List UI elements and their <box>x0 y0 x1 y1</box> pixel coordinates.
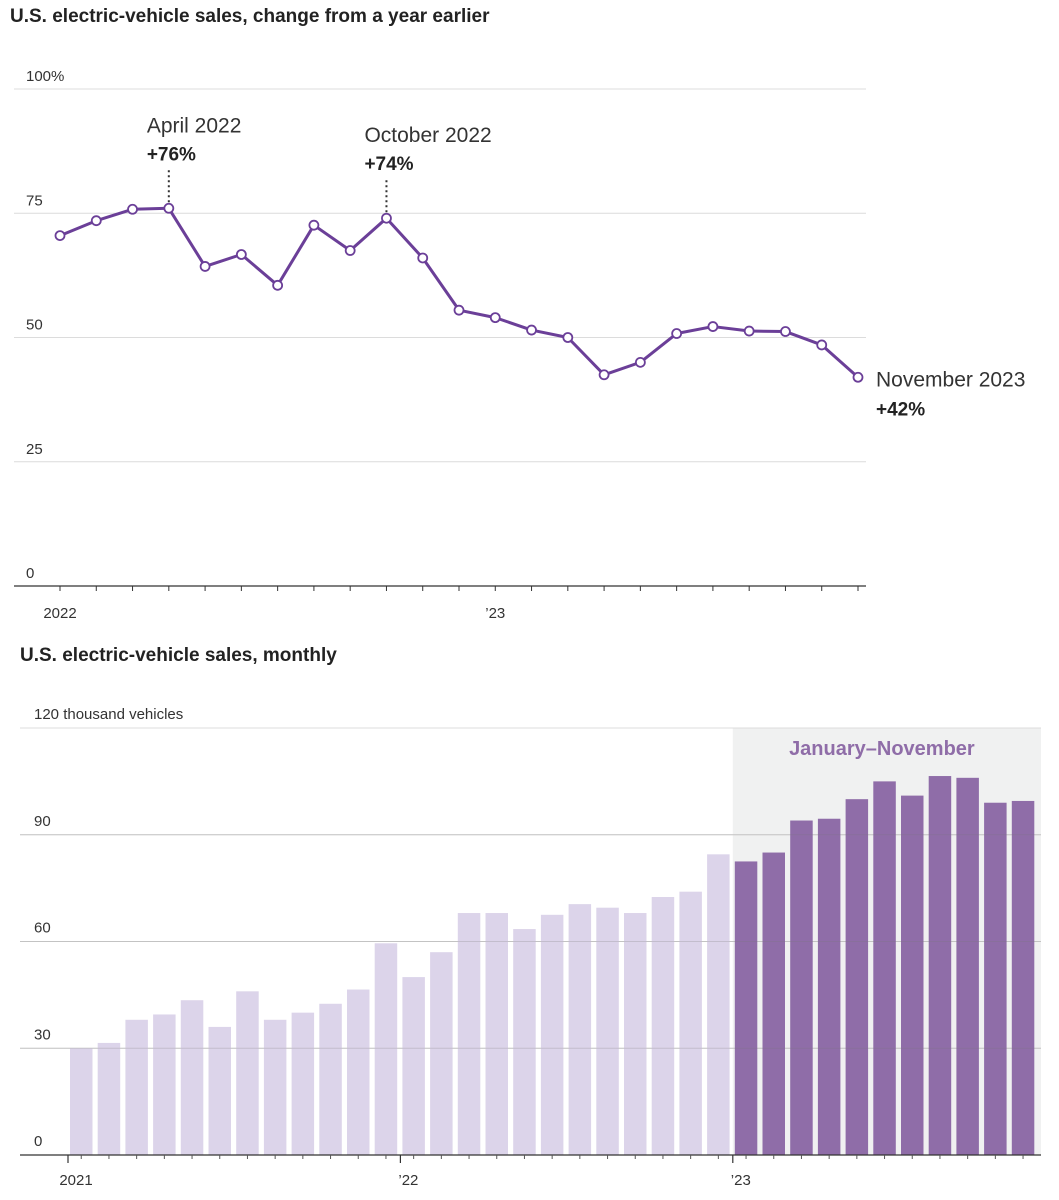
bar <box>956 777 979 1155</box>
data-point <box>634 356 646 368</box>
bar <box>70 1048 93 1155</box>
data-point <box>489 312 501 324</box>
y-tick-label: 75 <box>26 192 43 209</box>
annotation-value: +74% <box>364 154 413 175</box>
bar <box>762 852 785 1155</box>
bar <box>430 952 453 1155</box>
bar <box>624 913 647 1155</box>
data-point <box>344 245 356 256</box>
x-tick-label: ’22 <box>398 1172 418 1189</box>
data-point <box>272 279 284 291</box>
bar <box>457 913 481 1155</box>
x-tick-label: ’23 <box>485 605 505 622</box>
bar <box>485 913 508 1155</box>
data-point <box>417 252 429 264</box>
data-point <box>780 326 791 337</box>
x-tick-label: 2022 <box>43 605 76 622</box>
annotation-label: April 2022 <box>147 114 242 137</box>
data-point <box>598 369 610 381</box>
line-chart: 0 25 50 75 100% 2022 ’23 April 2022 +76% October … <box>14 68 1025 622</box>
bar <box>901 795 924 1155</box>
data-point <box>852 371 864 383</box>
data-point <box>381 212 392 224</box>
bar <box>817 818 841 1155</box>
annotation-value: +76% <box>147 144 196 165</box>
bar <box>540 914 564 1155</box>
bar <box>790 820 813 1155</box>
data-point <box>127 203 138 215</box>
annotation-label: November 2023 <box>876 368 1025 391</box>
bar <box>208 1026 231 1155</box>
annotation-value: +42% <box>876 399 925 420</box>
y-tick-label: 30 <box>34 1026 51 1043</box>
bar <box>236 991 259 1155</box>
y-tick-label: 0 <box>26 565 34 582</box>
bar <box>374 943 398 1155</box>
bar <box>984 802 1007 1155</box>
data-point <box>562 332 574 343</box>
data-point <box>526 324 537 336</box>
bar <box>1011 800 1035 1155</box>
data-point <box>707 321 719 332</box>
y-tick-label: 100% <box>26 68 64 85</box>
data-point <box>308 219 320 231</box>
bar <box>513 929 536 1155</box>
x-tick-label: ’23 <box>731 1172 751 1189</box>
bar <box>402 977 425 1155</box>
bar <box>679 891 702 1155</box>
bar <box>734 861 758 1155</box>
x-tick-label: 2021 <box>59 1172 92 1189</box>
bar <box>596 907 619 1155</box>
data-point <box>671 328 683 339</box>
bar <box>928 776 952 1155</box>
bar <box>97 1042 121 1155</box>
bar <box>651 897 675 1155</box>
data-point <box>163 202 175 214</box>
bar <box>845 799 869 1155</box>
y-tick-label: 60 <box>34 920 51 937</box>
data-point <box>90 215 102 227</box>
line-chart-title: U.S. electric-vehicle sales, change from… <box>10 6 490 27</box>
bar <box>568 904 592 1155</box>
data-point <box>816 339 828 351</box>
bar <box>347 989 370 1155</box>
bar-chart-title: U.S. electric-vehicle sales, monthly <box>20 645 337 666</box>
data-point <box>453 304 465 316</box>
bar <box>707 854 730 1155</box>
annotation-label: October 2022 <box>364 124 491 147</box>
bar <box>153 1014 176 1155</box>
y-tick-label: 25 <box>26 441 43 458</box>
bar <box>873 781 896 1155</box>
y-tick-label: 90 <box>34 813 51 830</box>
data-point <box>235 249 247 260</box>
data-point <box>743 325 755 337</box>
bar <box>291 1012 315 1155</box>
bar <box>180 1000 204 1155</box>
y-tick-label: 120 thousand vehicles <box>34 706 183 723</box>
data-point <box>54 230 66 242</box>
bar <box>125 1019 148 1155</box>
data-point <box>199 261 211 272</box>
bar <box>263 1019 287 1155</box>
bar <box>319 1003 342 1155</box>
highlight-label: January–November <box>789 738 975 760</box>
y-tick-label: 50 <box>26 317 43 334</box>
y-tick-label: 0 <box>34 1133 42 1150</box>
